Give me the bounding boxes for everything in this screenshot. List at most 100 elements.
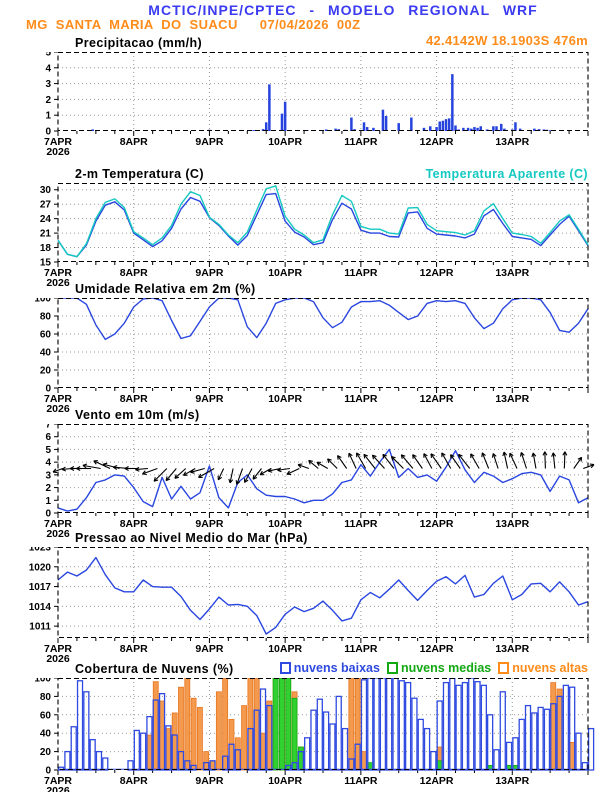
run-datetime: 07/04/2026 00Z (259, 17, 361, 32)
chart-temperatura: 15 18 21 24 27 30 7APR 8APR 9APR 10APR 11APR 12APR 1… (40, 183, 589, 287)
svg-text:21: 21 (40, 229, 52, 240)
svg-text:1014: 1014 (29, 602, 52, 613)
svg-text:2026: 2026 (46, 277, 70, 287)
svg-text:9APR: 9APR (195, 518, 223, 530)
svg-text:100: 100 (34, 678, 51, 685)
svg-text:11APR: 11APR (344, 393, 378, 405)
legend-nuvens-medias: nuvens medias (386, 661, 492, 675)
svg-text:8APR: 8APR (120, 518, 148, 530)
svg-text:4: 4 (45, 458, 51, 469)
legend-label-medias: nuvens medias (400, 661, 492, 675)
svg-text:7APR: 7APR (44, 643, 72, 655)
svg-text:3: 3 (45, 79, 51, 90)
page-title: MCTIC/INPE/CPTEC - MODELO REGIONAL WRF (148, 2, 538, 18)
chart-nuvens: 0 20 40 60 80 100 7APR 8APR 9APR 10APR 11APR 12APR 1… (34, 678, 595, 792)
svg-text:100: 100 (34, 298, 51, 305)
svg-text:0: 0 (45, 766, 51, 777)
panel-title-temperatura-aparente: Temperatura Aparente (C) (425, 167, 588, 181)
svg-text:10APR: 10APR (268, 393, 302, 405)
svg-text:10APR: 10APR (268, 518, 302, 530)
svg-text:1: 1 (45, 111, 51, 122)
svg-text:11APR: 11APR (344, 643, 378, 655)
cloud-legend: nuvens baixas nuvens medias nuvens altas (279, 661, 588, 675)
svg-text:0: 0 (45, 384, 51, 395)
svg-text:9APR: 9APR (195, 267, 223, 279)
svg-text:13APR: 13APR (495, 518, 529, 530)
svg-text:1020: 1020 (29, 562, 52, 573)
svg-text:2026: 2026 (46, 403, 70, 413)
svg-text:0: 0 (45, 127, 51, 138)
svg-text:7APR: 7APR (44, 136, 72, 148)
svg-text:11APR: 11APR (344, 267, 378, 279)
svg-text:7APR: 7APR (44, 267, 72, 279)
panel-title-nuvens: Cobertura de Nuvens (%) (75, 662, 234, 676)
svg-text:10APR: 10APR (268, 267, 302, 279)
svg-text:13APR: 13APR (495, 267, 529, 279)
svg-text:12APR: 12APR (420, 643, 454, 655)
chart-vento: 0 1 2 34 5 67 7APR 8APR 9APR 10APR 11APR 12APR 13APR… (44, 424, 595, 538)
svg-text:8APR: 8APR (120, 643, 148, 655)
svg-text:12APR: 12APR (420, 775, 454, 787)
panel-title-precipitacao: Precipitacao (mm/h) (75, 36, 203, 50)
svg-text:10APR: 10APR (268, 643, 302, 655)
svg-text:60: 60 (40, 330, 52, 341)
svg-text:10APR: 10APR (268, 775, 302, 787)
svg-text:8APR: 8APR (120, 393, 148, 405)
svg-text:12APR: 12APR (420, 518, 454, 530)
svg-text:24: 24 (40, 214, 52, 225)
legend-nuvens-baixas: nuvens baixas (279, 661, 380, 675)
station-name: MG SANTA MARIA DO SUACU (26, 17, 238, 32)
svg-text:7APR: 7APR (44, 775, 72, 787)
svg-text:30: 30 (40, 185, 52, 196)
panel-title-pressao: Pressao ao Nivel Medio do Mar (hPa) (75, 531, 308, 545)
svg-text:9APR: 9APR (195, 393, 223, 405)
location-coordinates: 42.4142W 18.1903S 476m (426, 33, 588, 48)
chart-pressao: 1011 1014 1017 1020 1023 7APR 8APR 9APR 10APR 11A… (29, 547, 589, 663)
svg-text:3: 3 (45, 470, 51, 481)
blue-square-icon (279, 662, 291, 674)
legend-label-baixas: nuvens baixas (293, 661, 380, 675)
svg-text:2: 2 (45, 95, 51, 106)
svg-text:2026: 2026 (46, 528, 70, 538)
svg-text:4: 4 (45, 63, 51, 74)
svg-text:80: 80 (40, 312, 52, 323)
panel-title-umidade: Umidade Relativa em 2m (%) (75, 282, 256, 296)
svg-text:8APR: 8APR (120, 267, 148, 279)
chart-umidade: 0 20 40 60 80 100 7APR 8APR 9APR 10APR 11APR 12APR 1… (34, 298, 589, 413)
legend-label-altas: nuvens altas (512, 661, 588, 675)
chart-precipitacao: 0 1 2 3 4 5 7APR 8APR 9APR 10APR 11APR 12APR 13APR 20… (44, 52, 589, 156)
svg-text:1017: 1017 (29, 582, 52, 593)
legend-nuvens-altas: nuvens altas (498, 661, 588, 675)
svg-text:2: 2 (45, 483, 51, 494)
svg-text:13APR: 13APR (495, 643, 529, 655)
svg-text:11APR: 11APR (344, 518, 378, 530)
orange-square-icon (498, 662, 510, 674)
panel-title-vento: Vento em 10m (m/s) (75, 408, 200, 422)
svg-text:11APR: 11APR (344, 136, 378, 148)
svg-text:12APR: 12APR (420, 267, 454, 279)
svg-text:20: 20 (40, 747, 52, 758)
svg-text:15: 15 (40, 258, 52, 269)
svg-text:8APR: 8APR (120, 136, 148, 148)
svg-text:40: 40 (40, 729, 52, 740)
svg-text:10APR: 10APR (268, 136, 302, 148)
svg-text:27: 27 (40, 200, 52, 211)
svg-text:13APR: 13APR (495, 136, 529, 148)
svg-text:9APR: 9APR (195, 775, 223, 787)
svg-text:12APR: 12APR (420, 393, 454, 405)
svg-text:5: 5 (45, 445, 51, 456)
svg-text:80: 80 (40, 692, 52, 703)
panel-title-temperatura: 2-m Temperatura (C) (75, 167, 204, 181)
svg-text:13APR: 13APR (495, 393, 529, 405)
svg-text:6: 6 (45, 432, 51, 443)
svg-text:2026: 2026 (46, 785, 70, 792)
svg-text:9APR: 9APR (195, 643, 223, 655)
svg-text:40: 40 (40, 348, 52, 359)
svg-text:2026: 2026 (46, 146, 70, 156)
green-square-icon (386, 662, 398, 674)
svg-text:60: 60 (40, 710, 52, 721)
svg-text:20: 20 (40, 366, 52, 377)
svg-text:7APR: 7APR (44, 393, 72, 405)
svg-text:2026: 2026 (46, 653, 70, 663)
